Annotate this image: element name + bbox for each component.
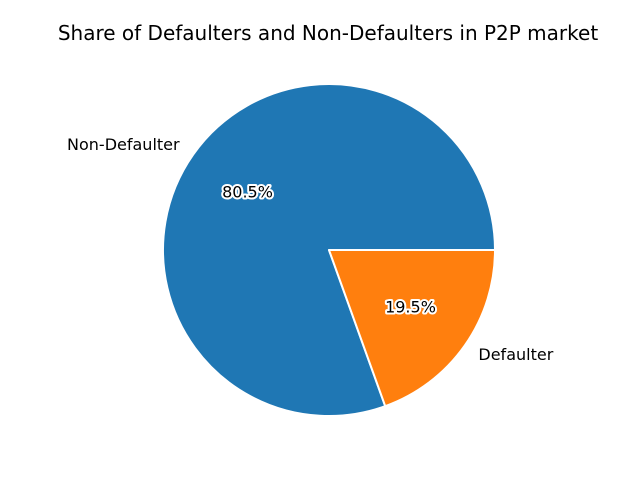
chart-title: Share of Defaulters and Non-Defaulters i… [58, 21, 598, 45]
slice-label-defaulter: Defaulter [478, 345, 553, 364]
pie-slice-defaulter [328, 249, 496, 408]
slice-label-non-defaulter: Non-Defaulter [67, 135, 180, 154]
slice-percent-defaulter: 19.5% [385, 297, 436, 316]
pie-labels: Non-Defaulter 80.5% Defaulter 19.5% [67, 135, 554, 364]
pie-slices [162, 83, 496, 417]
slice-percent-non-defaulter: 80.5% [222, 183, 273, 202]
